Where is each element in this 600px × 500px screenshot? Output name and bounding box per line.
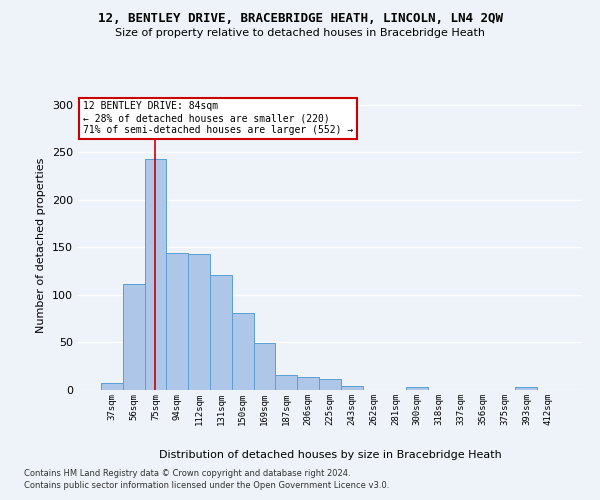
Bar [210, 275, 232, 390]
Bar [145, 159, 166, 390]
Bar [188, 254, 210, 390]
Bar [275, 375, 297, 390]
Bar [123, 284, 145, 390]
Bar [406, 387, 428, 390]
Y-axis label: Number of detached properties: Number of detached properties [37, 158, 46, 332]
Bar [341, 386, 363, 390]
Text: 12 BENTLEY DRIVE: 84sqm
← 28% of detached houses are smaller (220)
71% of semi-d: 12 BENTLEY DRIVE: 84sqm ← 28% of detache… [83, 102, 353, 134]
Bar [515, 387, 537, 390]
Text: Distribution of detached houses by size in Bracebridge Heath: Distribution of detached houses by size … [158, 450, 502, 460]
Text: Contains HM Land Registry data © Crown copyright and database right 2024.: Contains HM Land Registry data © Crown c… [24, 468, 350, 477]
Bar [319, 378, 341, 390]
Text: 12, BENTLEY DRIVE, BRACEBRIDGE HEATH, LINCOLN, LN4 2QW: 12, BENTLEY DRIVE, BRACEBRIDGE HEATH, LI… [97, 12, 503, 26]
Text: Contains public sector information licensed under the Open Government Licence v3: Contains public sector information licen… [24, 481, 389, 490]
Bar [254, 344, 275, 390]
Bar [101, 384, 123, 390]
Bar [166, 253, 188, 390]
Text: Size of property relative to detached houses in Bracebridge Heath: Size of property relative to detached ho… [115, 28, 485, 38]
Bar [232, 313, 254, 390]
Bar [297, 376, 319, 390]
